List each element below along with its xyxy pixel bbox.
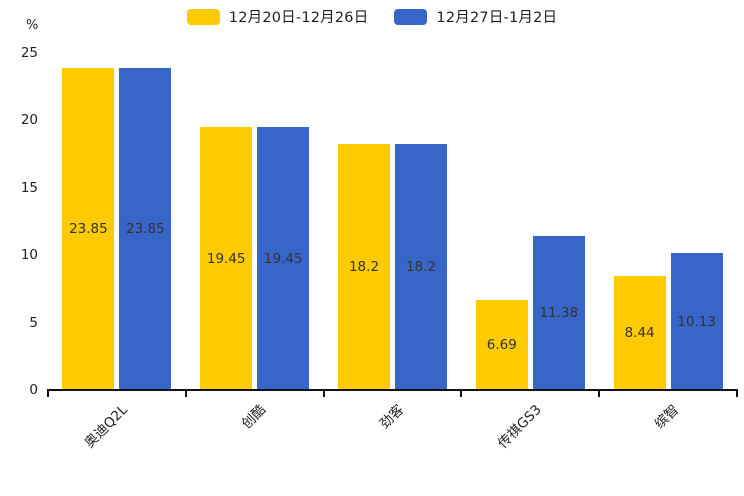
bar-value-label: 19.45 (206, 250, 246, 267)
bar-week2: 18.2 (395, 144, 447, 390)
x-axis-tick (47, 391, 49, 397)
x-category-label: 奥迪Q2L (81, 401, 132, 452)
bar-week1: 18.2 (338, 144, 390, 390)
x-category-label: 劲客 (376, 401, 407, 433)
x-category-label: 传祺GS3 (494, 401, 545, 452)
legend-label-series-1: 12月20日-12月26日 (228, 10, 369, 26)
bar-value-label: 8.44 (624, 325, 655, 342)
bar-week1: 19.45 (200, 127, 253, 390)
bar-value-label: 18.2 (348, 259, 380, 276)
y-tick-label: 25 (20, 44, 38, 61)
bar-week2: 11.38 (532, 236, 585, 390)
bar-value-label: 10.13 (677, 313, 716, 330)
bar-value-label: 23.85 (69, 221, 108, 237)
legend-label-series-2: 12月27日-1月2日 (436, 10, 558, 26)
x-axis-tick (736, 391, 738, 397)
bar-value-label: 19.45 (263, 250, 303, 267)
x-axis-line (47, 389, 738, 391)
bar-value-label: 11.38 (539, 305, 579, 322)
x-axis-tick (460, 391, 463, 397)
x-category-label: 缤智 (651, 401, 683, 433)
y-tick-label: 20 (20, 112, 38, 128)
x-category-label: 创酷 (238, 401, 269, 433)
bar-value-label: 6.69 (486, 336, 517, 353)
y-axis-unit-label: % (26, 18, 39, 33)
bar-week1: 6.69 (475, 299, 528, 390)
y-tick-label: 0 (29, 382, 38, 398)
legend-swatch-series-2 (394, 8, 428, 25)
x-axis-tick (598, 391, 601, 397)
legend: 12月20日-12月26日 12月27日-1月2日 (0, 6, 744, 27)
y-tick-label: 5 (29, 314, 38, 331)
legend-item-series-1: 12月20日-12月26日 (186, 6, 369, 27)
x-axis-tick (322, 391, 325, 397)
x-axis-tick (184, 391, 187, 397)
y-tick-label: 15 (20, 179, 38, 196)
bar-week2: 10.13 (670, 253, 723, 390)
y-tick-label: 10 (20, 247, 38, 263)
bar-week2: 19.45 (257, 127, 310, 390)
bar-value-label: 23.85 (126, 221, 165, 237)
legend-swatch-series-1 (186, 8, 220, 25)
bar-week2: 23.85 (119, 68, 172, 390)
legend-item-series-2: 12月27日-1月2日 (394, 6, 557, 27)
bar-value-label: 18.2 (405, 259, 437, 276)
bar-week1: 8.44 (613, 276, 666, 390)
bar-week1: 23.85 (62, 68, 115, 390)
